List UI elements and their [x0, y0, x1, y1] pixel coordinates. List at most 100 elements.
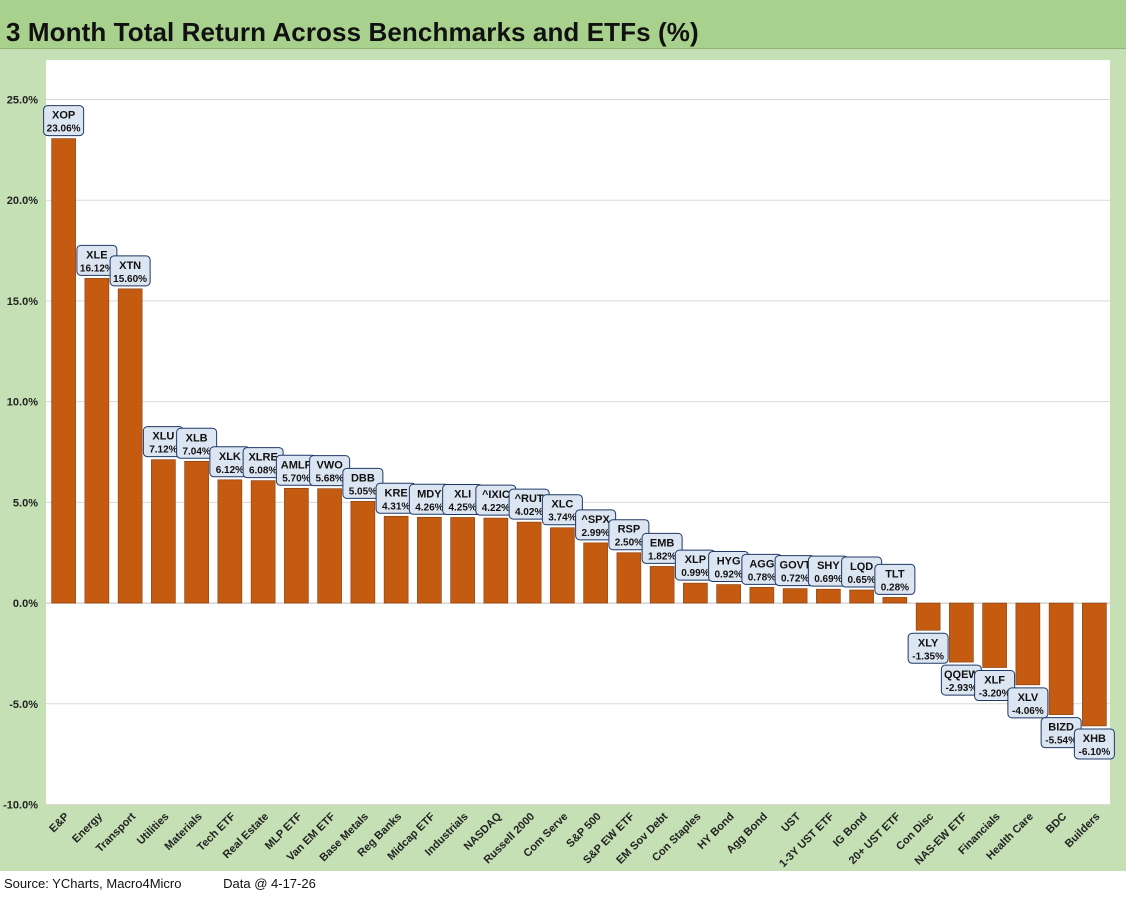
bar [450, 517, 475, 604]
data-label-ticker: XHB [1083, 733, 1106, 745]
data-label-value: 5.70% [282, 473, 310, 484]
data-label-ticker: XLC [551, 499, 573, 511]
bar [417, 516, 442, 604]
bar [583, 542, 608, 604]
source-note: Source: YCharts, Macro4Micro [4, 876, 182, 891]
data-label: XLY -1.35% [907, 632, 949, 664]
data-label-ticker: XLK [219, 451, 241, 463]
data-label: ^IXIC 4.22% [475, 484, 517, 516]
data-label: EMB 1.82% [641, 532, 683, 564]
data-label: XLF -3.20% [974, 670, 1016, 702]
data-label-ticker: XLI [454, 488, 471, 500]
data-label-value: -4.06% [1012, 706, 1044, 717]
data-label-ticker: XLY [918, 637, 939, 649]
data-label-ticker: EMB [650, 537, 675, 549]
data-label-ticker: ^IXIC [482, 489, 510, 501]
data-label-ticker: SHY [817, 560, 840, 572]
data-label-value: 1.82% [648, 551, 676, 562]
data-label-value: -2.93% [946, 683, 978, 694]
bar [683, 582, 708, 604]
data-label: XLP 0.99% [674, 549, 716, 581]
data-label-box [974, 670, 1016, 702]
data-label-value: 15.60% [113, 274, 147, 285]
data-label-value: 0.69% [814, 574, 842, 585]
data-label-ticker: GOVT [780, 560, 811, 572]
chart-frame: 25.0% 20.0% 15.0% 10.0% 5.0% 0.0% -5.0% -10.0% X… [0, 49, 1126, 871]
data-label-ticker: XLV [1018, 692, 1039, 704]
y-tick-label: 0.0% [13, 598, 38, 610]
bar [749, 587, 775, 604]
bar [250, 480, 276, 604]
data-label: XLB 7.04% [176, 427, 218, 459]
data-label-value: 7.12% [149, 445, 177, 456]
data-label-value: 4.22% [482, 503, 510, 514]
data-label: VWO 5.68% [309, 455, 351, 487]
x-tick-label: Builders [1063, 811, 1103, 851]
y-tick-label: 10.0% [7, 397, 38, 409]
data-label-value: 0.72% [781, 574, 809, 585]
data-label-value: 0.92% [714, 570, 742, 581]
data-label-ticker: DBB [351, 472, 375, 484]
bar [284, 487, 309, 604]
data-label-ticker: XTN [119, 260, 141, 272]
data-label-ticker: XLF [984, 675, 1005, 687]
data-label: SHY 0.69% [807, 555, 849, 587]
bar-chart: 25.0% 20.0% 15.0% 10.0% 5.0% 0.0% -5.0% -10.0% X… [3, 60, 1115, 870]
data-label: XLV -4.06% [1007, 687, 1049, 719]
bar [217, 479, 243, 604]
data-label-value: 4.02% [515, 507, 543, 518]
x-tick-label: E&P [47, 811, 71, 835]
bar [84, 278, 110, 604]
data-label-box [176, 427, 218, 459]
data-label-value: 0.28% [881, 582, 909, 593]
data-label-value: 7.04% [182, 446, 210, 457]
data-label-ticker: AGG [749, 558, 774, 570]
data-label-value: 0.65% [847, 575, 875, 586]
data-label-value: 5.05% [349, 486, 377, 497]
data-label-value: -6.10% [1079, 747, 1111, 758]
data-label-value: 16.12% [80, 263, 114, 274]
data-label-ticker: XLE [86, 249, 107, 261]
bar [383, 515, 409, 604]
data-label-ticker: XLB [186, 432, 208, 444]
x-tick-label: BDC [1044, 811, 1069, 836]
bar [51, 138, 76, 604]
chart-footer: Source: YCharts, Macro4Micro Data @ 4-17… [4, 876, 316, 891]
y-tick-label: -10.0% [3, 800, 38, 812]
data-label: XHB -6.10% [1073, 728, 1115, 760]
data-label-box [641, 532, 683, 564]
y-tick-label: 20.0% [7, 195, 38, 207]
data-label-box [109, 255, 151, 287]
data-label-value: 0.99% [681, 568, 709, 579]
bar [716, 584, 741, 604]
bar [849, 589, 874, 604]
chart-title: 3 Month Total Return Across Benchmarks a… [6, 17, 699, 47]
bar [1082, 602, 1107, 727]
bar [151, 459, 176, 604]
bar [1015, 602, 1041, 686]
data-label-ticker: MDY [417, 488, 442, 500]
bar [915, 602, 941, 631]
data-label: XLRE 6.08% [242, 447, 284, 479]
data-label-value: -1.35% [912, 651, 944, 662]
data-label-value: 0.78% [748, 572, 776, 583]
bar [516, 521, 542, 604]
bar [117, 288, 143, 604]
data-label-ticker: ^SPX [581, 514, 610, 526]
data-label: XTN 15.60% [109, 255, 151, 287]
bar [616, 552, 642, 604]
y-tick-label: -5.0% [9, 699, 38, 711]
data-label-box [907, 632, 949, 664]
data-label: HYG 0.92% [708, 551, 750, 583]
bar [550, 527, 575, 604]
bar [317, 488, 342, 604]
data-label: XLE 16.12% [76, 244, 118, 276]
data-label: AMLP 5.70% [275, 454, 317, 486]
y-tick-label: 5.0% [13, 497, 38, 509]
data-label-box [874, 563, 916, 595]
data-label-ticker: XLU [152, 431, 174, 443]
x-tick-label: UST [779, 810, 803, 834]
data-label-value: 2.50% [615, 538, 643, 549]
bar [483, 517, 509, 604]
y-tick-label: 25.0% [7, 95, 38, 107]
